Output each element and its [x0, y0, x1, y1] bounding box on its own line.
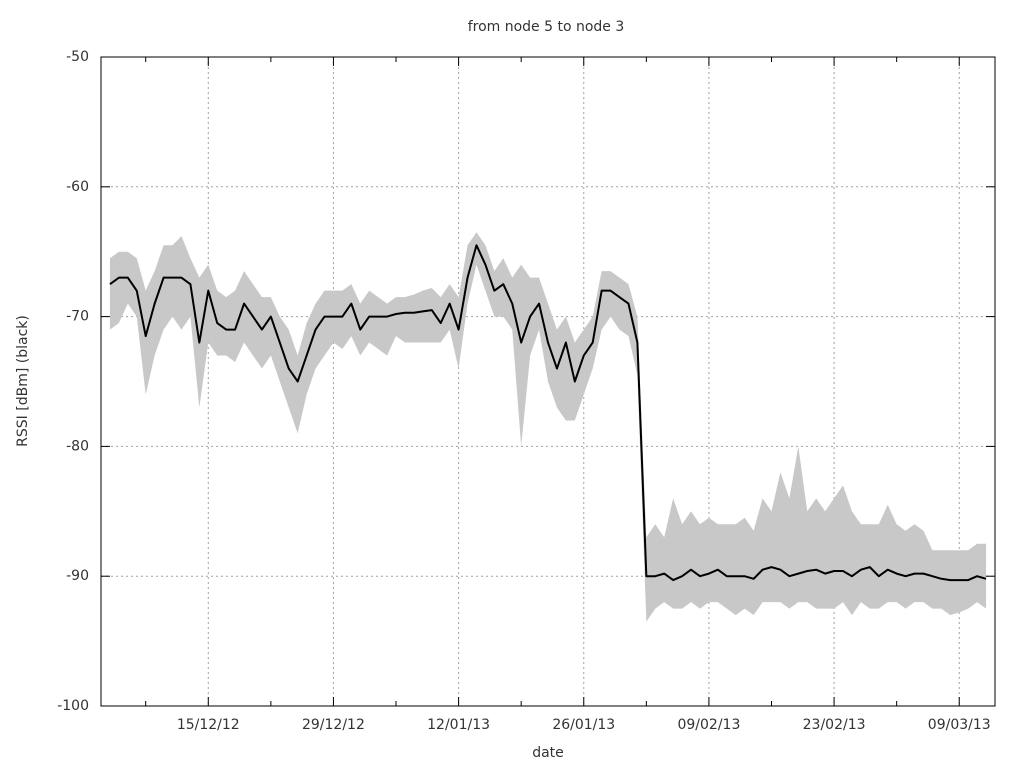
x-axis-label: date: [532, 745, 564, 761]
y-tick-label: -60: [66, 179, 89, 195]
y-tick-label: -50: [66, 49, 89, 65]
x-tick-label: 15/12/12: [177, 717, 240, 733]
x-tick-label: 09/03/13: [928, 717, 991, 733]
y-tick-label: -80: [66, 438, 89, 454]
line-series: [109, 244, 987, 582]
y-tick-label: -70: [66, 309, 89, 325]
range-band: [109, 232, 987, 622]
y-tick-label: -90: [66, 568, 89, 584]
x-tick-label: 23/02/13: [803, 717, 866, 733]
y-axis-label: RSSI [dBm] (black): [15, 315, 31, 447]
plot-border: [100, 56, 996, 707]
x-tick-label: 26/01/13: [552, 717, 615, 733]
x-tick-label: 12/01/13: [427, 717, 490, 733]
x-tick-label: 29/12/12: [302, 717, 365, 733]
y-tick-label: -100: [57, 698, 89, 714]
chart-title: from node 5 to node 3: [468, 19, 625, 35]
x-tick-label: 09/02/13: [677, 717, 740, 733]
